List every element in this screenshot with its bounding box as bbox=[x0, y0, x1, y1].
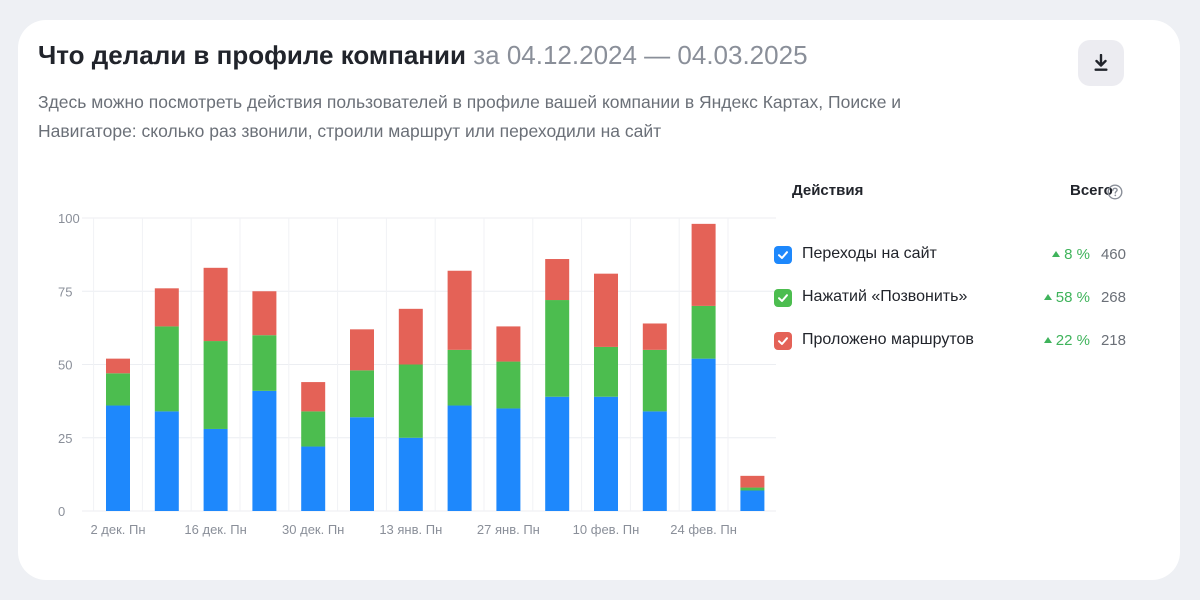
legend-item-site-visits[interactable]: Переходы на сайт 8 % 460 bbox=[774, 243, 1126, 267]
download-icon bbox=[1094, 54, 1108, 71]
title-period: за 04.12.2024 — 04.03.2025 bbox=[473, 40, 808, 70]
bar-segment[interactable] bbox=[447, 349, 472, 406]
bar-segment[interactable] bbox=[740, 487, 765, 491]
check-icon bbox=[778, 251, 788, 259]
trend-up-icon bbox=[1043, 337, 1052, 343]
bar-segment[interactable] bbox=[642, 323, 667, 350]
checkbox-routes[interactable] bbox=[774, 332, 792, 350]
x-tick-label: 30 дек. Пн bbox=[282, 522, 344, 537]
bar-segment[interactable] bbox=[203, 341, 228, 429]
bar-segment[interactable] bbox=[154, 411, 179, 511]
bar-segment[interactable] bbox=[154, 288, 179, 327]
bar-segment[interactable] bbox=[154, 326, 179, 412]
bar-segment[interactable] bbox=[398, 308, 423, 365]
y-axis-ticks: 0 25 50 75 100 bbox=[58, 211, 80, 519]
checkbox-site-visits[interactable] bbox=[774, 246, 792, 264]
check-icon bbox=[778, 294, 788, 302]
trend-up-icon bbox=[1052, 251, 1061, 257]
bar-segment[interactable] bbox=[740, 490, 765, 511]
bar-segment[interactable] bbox=[496, 408, 521, 511]
bar-segment[interactable] bbox=[301, 411, 326, 447]
bar-segment[interactable] bbox=[252, 390, 277, 511]
legend-label: Нажатий «Позвонить» bbox=[802, 288, 968, 305]
bar-segment[interactable] bbox=[106, 373, 130, 406]
y-tick-label: 75 bbox=[58, 284, 72, 299]
y-tick-label: 25 bbox=[58, 431, 72, 446]
y-tick-label: 100 bbox=[58, 211, 80, 226]
legend-total-header: Всего bbox=[1070, 182, 1113, 199]
bar-segment[interactable] bbox=[203, 267, 228, 342]
legend-actions-header: Действия bbox=[792, 182, 864, 199]
legend-label: Проложено маршрутов bbox=[802, 331, 974, 348]
bar-segment[interactable] bbox=[398, 437, 423, 511]
x-tick-label: 24 фев. Пн bbox=[670, 522, 737, 537]
legend-item-calls[interactable]: Нажатий «Позвонить» 58 % 268 bbox=[774, 286, 1126, 310]
bar-segment[interactable] bbox=[691, 358, 716, 511]
x-tick-label: 16 дек. Пн bbox=[184, 522, 246, 537]
legend-change: 8 % bbox=[1052, 246, 1090, 263]
checkbox-calls[interactable] bbox=[774, 289, 792, 307]
bar-segment[interactable] bbox=[106, 358, 130, 374]
chart-gridlines bbox=[82, 217, 776, 512]
check-icon bbox=[778, 337, 788, 345]
page-title: Что делали в профиле компании за 04.12.2… bbox=[38, 40, 808, 71]
x-tick-label: 13 янв. Пн bbox=[379, 522, 442, 537]
legend-total: 460 bbox=[1100, 246, 1126, 263]
x-axis-ticks: 2 дек. Пн 16 дек. Пн 30 дек. Пн 13 янв. Пн 2… bbox=[90, 522, 736, 537]
x-tick-label: 2 дек. Пн bbox=[90, 522, 145, 537]
bar-segment[interactable] bbox=[301, 382, 326, 412]
bar-segment[interactable] bbox=[496, 361, 521, 409]
bar-segment[interactable] bbox=[447, 270, 472, 350]
legend-total: 268 bbox=[1100, 289, 1126, 306]
bar-segment[interactable] bbox=[545, 259, 570, 301]
bar-segment[interactable] bbox=[301, 446, 326, 511]
x-tick-label: 10 фев. Пн bbox=[573, 522, 640, 537]
chart-bars bbox=[106, 223, 765, 511]
bar-segment[interactable] bbox=[642, 411, 667, 511]
x-tick-label: 27 янв. Пн bbox=[477, 522, 540, 537]
bar-segment[interactable] bbox=[545, 300, 570, 397]
legend-total: 218 bbox=[1100, 332, 1126, 349]
bar-segment[interactable] bbox=[447, 405, 472, 511]
bar-segment[interactable] bbox=[740, 475, 765, 488]
y-tick-label: 50 bbox=[58, 358, 72, 373]
bar-segment[interactable] bbox=[496, 326, 521, 362]
bar-segment[interactable] bbox=[594, 346, 618, 397]
download-button[interactable] bbox=[1078, 40, 1124, 86]
bar-segment[interactable] bbox=[594, 396, 618, 511]
bar-segment[interactable] bbox=[545, 396, 570, 511]
bar-segment[interactable] bbox=[350, 329, 374, 371]
bar-segment[interactable] bbox=[252, 335, 277, 391]
bar-segment[interactable] bbox=[691, 305, 716, 359]
bar-segment[interactable] bbox=[203, 428, 228, 511]
bar-segment[interactable] bbox=[594, 273, 618, 347]
question-circle-icon[interactable] bbox=[1107, 184, 1123, 200]
bar-segment[interactable] bbox=[106, 405, 130, 511]
y-tick-label: 0 bbox=[58, 504, 65, 519]
legend-change: 58 % bbox=[1043, 289, 1090, 306]
legend-item-routes[interactable]: Проложено маршрутов 22 % 218 bbox=[774, 329, 1126, 353]
bar-segment[interactable] bbox=[350, 417, 374, 511]
bar-segment[interactable] bbox=[691, 223, 716, 306]
stacked-bar-chart: 0 25 50 75 100 2 дек. Пн 16 дек. Пн 30 дек. Пн… bbox=[58, 211, 776, 537]
bar-segment[interactable] bbox=[252, 291, 277, 336]
page-subtitle: Здесь можно посмотреть действия пользова… bbox=[38, 92, 902, 141]
trend-up-icon bbox=[1043, 294, 1052, 300]
bar-segment[interactable] bbox=[642, 349, 667, 412]
bar-segment[interactable] bbox=[350, 370, 374, 418]
title-text: Что делали в профиле компании bbox=[38, 40, 466, 70]
legend-label: Переходы на сайт bbox=[802, 245, 937, 262]
bar-segment[interactable] bbox=[398, 364, 423, 438]
legend-change: 22 % bbox=[1043, 332, 1090, 349]
